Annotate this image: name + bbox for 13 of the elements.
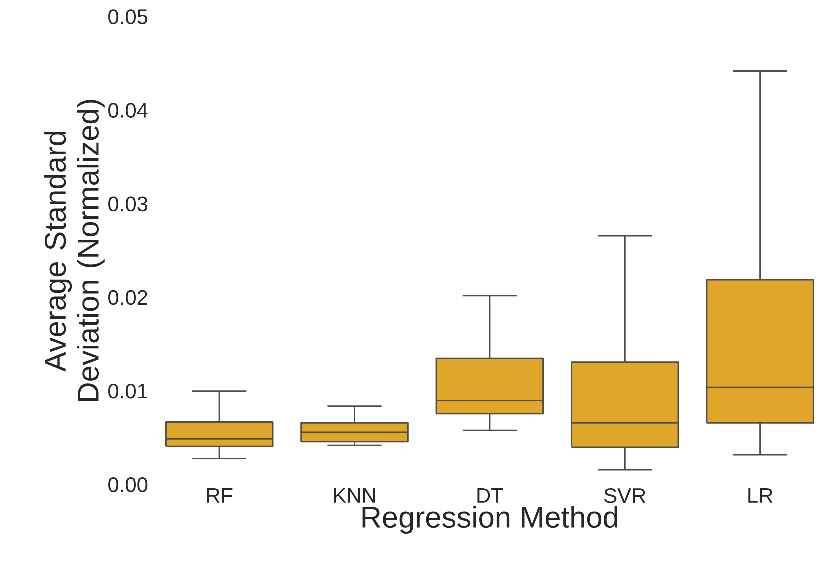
x-tick-label: LR (748, 488, 773, 503)
y-tick-label: 0.04 (108, 103, 148, 118)
x-tick-label: DT (478, 488, 504, 503)
x-tick-label: SVR (604, 488, 646, 504)
y-tick-label: 0.05 (108, 10, 148, 24)
y-tick-label: 0.03 (108, 196, 148, 212)
y-tick-label: 0.01 (108, 384, 148, 399)
y-tick-label: 0.00 (108, 478, 148, 492)
x-axis-title: Regression Method (362, 506, 618, 534)
x-tick-label: RF (207, 488, 233, 503)
y-axis-title: Average Standard Deviation (Normalized) (44, 100, 105, 402)
x-tick-label: KNN (334, 488, 376, 503)
y-tick-label: 0.02 (108, 290, 148, 306)
